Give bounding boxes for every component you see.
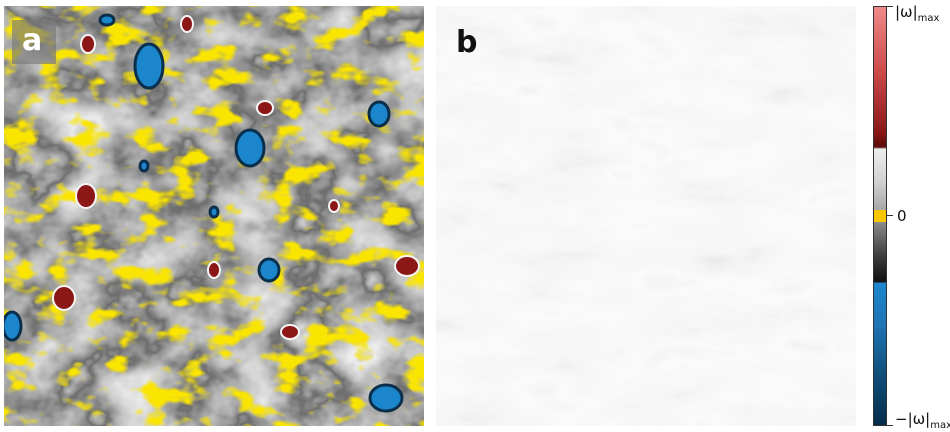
panel-label-background: [12, 20, 56, 64]
colorbar-tick-max: [887, 6, 893, 7]
negative-vortices: [4, 13, 404, 413]
colorbar-min-label: −|ω|max: [895, 410, 950, 431]
colorbar-tick-zero: [887, 215, 893, 216]
colorbar-tick-min: [887, 425, 893, 426]
vorticity-colorbar: [873, 6, 887, 426]
positive-vortices: [52, 15, 420, 340]
panel-label-a: a: [22, 23, 43, 58]
vorticity-field-panel-a: a: [4, 6, 424, 426]
grayscale-field-image: [436, 6, 856, 426]
vorticity-field-image: [4, 6, 424, 426]
colorbar-max-label: |ω|max: [895, 3, 940, 24]
field-panel-b: b: [436, 6, 856, 426]
colorbar-zero-label: 0: [897, 207, 907, 225]
panel-label-b: b: [456, 25, 478, 60]
